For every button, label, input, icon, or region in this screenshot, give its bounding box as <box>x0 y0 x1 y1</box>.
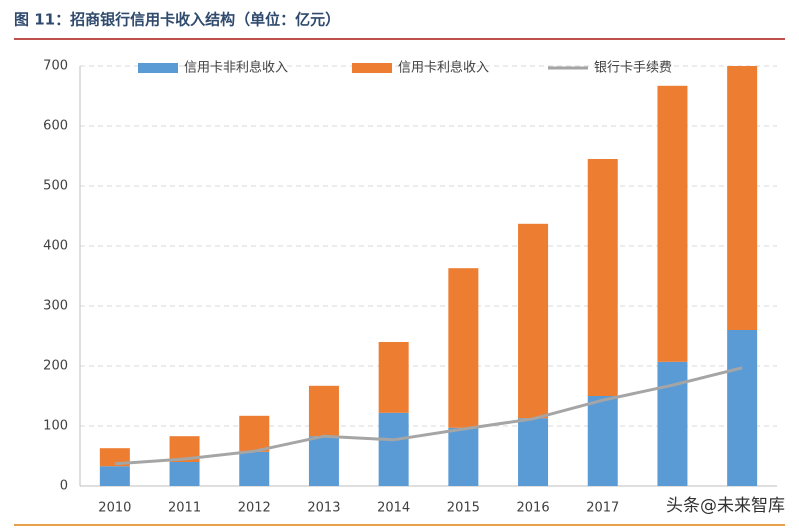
bar <box>99 448 130 467</box>
y-tick-label: 300 <box>43 299 68 314</box>
x-tick-label: 2016 <box>517 501 550 516</box>
bar <box>99 466 130 486</box>
x-tick-label: 2015 <box>447 501 480 516</box>
legend-swatch <box>138 63 178 73</box>
legend-label: 信用卡利息收入 <box>398 60 489 76</box>
bar <box>518 418 549 486</box>
bar <box>657 361 688 486</box>
bar <box>308 385 339 437</box>
bar <box>727 66 758 330</box>
line <box>114 366 743 466</box>
bar <box>448 427 479 486</box>
bar <box>378 412 409 486</box>
x-tick-label: 2013 <box>307 501 340 516</box>
bar <box>448 268 479 428</box>
chart-title: 图 11：招商银行信用卡收入结构（单位：亿元） <box>14 11 340 29</box>
legend-label: 银行卡手续费 <box>594 61 672 76</box>
y-tick-label: 500 <box>43 179 68 194</box>
y-tick-label: 0 <box>60 479 68 494</box>
bar <box>518 223 549 419</box>
bar <box>587 396 618 486</box>
x-tick-label: 2017 <box>586 501 619 516</box>
watermark: 头条@未来智库 <box>666 496 785 516</box>
y-tick-label: 700 <box>43 59 68 74</box>
y-tick-label: 100 <box>43 419 68 434</box>
bar <box>239 415 270 452</box>
legend-swatch <box>352 63 392 73</box>
y-tick-label: 200 <box>43 359 68 374</box>
y-tick-label: 400 <box>43 239 68 254</box>
x-tick-label: 2010 <box>98 501 131 516</box>
bar <box>727 330 758 486</box>
legend-label: 信用卡非利息收入 <box>184 60 288 76</box>
x-tick-label: 2011 <box>168 501 201 516</box>
bar <box>308 436 339 486</box>
bar <box>239 451 270 486</box>
x-tick-label: 2012 <box>238 501 271 516</box>
bar <box>587 159 618 396</box>
bar <box>657 85 688 362</box>
bar <box>169 462 200 486</box>
x-tick-label: 2014 <box>377 501 410 516</box>
y-tick-label: 600 <box>43 119 68 134</box>
bar <box>378 342 409 413</box>
